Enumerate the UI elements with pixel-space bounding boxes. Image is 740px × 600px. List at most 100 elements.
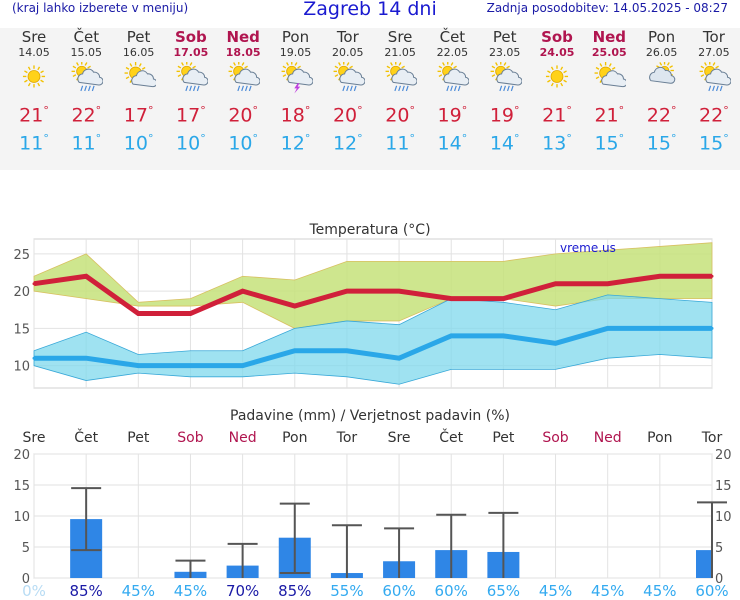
degree-sign: ° bbox=[409, 104, 415, 117]
y-tick-label: 25 bbox=[13, 248, 30, 263]
x-tick-label: Sre bbox=[23, 430, 46, 446]
y-tick-label-left: 15 bbox=[13, 479, 30, 494]
x-tick-label: Pet bbox=[492, 430, 515, 446]
x-tick-label: Tor bbox=[336, 430, 358, 446]
data-point bbox=[32, 282, 36, 286]
sun-cloud-icon bbox=[594, 62, 627, 88]
sun-icon bbox=[545, 65, 569, 88]
day-name: Čet bbox=[73, 28, 100, 46]
y-tick-label-left: 10 bbox=[13, 510, 30, 525]
y-tick-label-left: 20 bbox=[13, 448, 30, 463]
day-column: Pet 16.05 17° 10° bbox=[113, 28, 165, 154]
x-tick-label: Pon bbox=[647, 430, 672, 446]
day-date: 26.05 bbox=[645, 46, 678, 59]
degree-sign: ° bbox=[409, 132, 415, 145]
day-date: 27.05 bbox=[698, 46, 730, 59]
degree-sign: ° bbox=[670, 104, 677, 117]
min-temperature-value: 15 bbox=[699, 132, 724, 155]
min-temperature: 11° bbox=[60, 132, 112, 154]
min-temperature-value: 14 bbox=[437, 132, 462, 155]
thunderstorm-icon bbox=[281, 62, 313, 94]
rain-probability-label: 45% bbox=[591, 582, 624, 600]
max-temperature-value: 20 bbox=[332, 104, 358, 127]
day-column: Sre 14.05 21° 11° bbox=[8, 28, 60, 154]
day-name: Sre bbox=[21, 28, 47, 46]
data-point bbox=[241, 289, 245, 293]
sun-cloud-rain-icon bbox=[385, 62, 418, 92]
y-tick-label-right: 0 bbox=[715, 572, 723, 587]
min-temperature: 15° bbox=[583, 132, 635, 154]
page-header: (kraj lahko izberete v meniju) Zagreb 14… bbox=[0, 0, 740, 22]
day-name: Sob bbox=[174, 28, 207, 46]
y-tick-label: 20 bbox=[13, 285, 30, 300]
min-temperature-value: 13 bbox=[542, 132, 567, 155]
day-column: Pon 19.05 18° 12° bbox=[270, 28, 322, 154]
max-temperature-value: 22 bbox=[646, 104, 671, 127]
min-temperature: 12° bbox=[322, 132, 374, 154]
min-temperature-value: 10 bbox=[176, 132, 201, 155]
day-name: Sob bbox=[541, 28, 573, 46]
data-point bbox=[710, 274, 714, 278]
day-date: 14.05 bbox=[18, 46, 50, 59]
data-point bbox=[710, 326, 714, 330]
max-temperature: 20° bbox=[322, 104, 374, 128]
day-column: Ned 18.05 20° 10° bbox=[217, 28, 269, 154]
cloud-sun-icon bbox=[648, 62, 675, 84]
data-point bbox=[136, 364, 140, 368]
degree-sign: ° bbox=[43, 104, 49, 117]
min-temperature-value: 12 bbox=[332, 132, 358, 155]
max-temperature-value: 18 bbox=[280, 104, 305, 127]
rain-probability-label: 60% bbox=[695, 582, 728, 600]
day-date: 18.05 bbox=[225, 46, 261, 59]
min-temperature-value: 11 bbox=[385, 132, 410, 155]
data-point bbox=[501, 334, 505, 338]
sun-cloud-rain-icon bbox=[71, 62, 104, 92]
degree-sign: ° bbox=[304, 132, 311, 145]
max-temperature: 19° bbox=[479, 104, 531, 128]
degree-sign: ° bbox=[461, 104, 468, 117]
min-temperature: 11° bbox=[374, 132, 426, 154]
degree-sign: ° bbox=[723, 104, 729, 117]
data-point bbox=[188, 312, 192, 315]
min-temperature-value: 10 bbox=[228, 132, 253, 155]
x-tick-label: Ned bbox=[229, 430, 257, 446]
data-point bbox=[397, 356, 401, 360]
min-temperature: 10° bbox=[165, 132, 217, 154]
degree-sign: ° bbox=[95, 104, 102, 117]
data-point bbox=[32, 356, 36, 360]
day-column: Sob 24.05 21° 13° bbox=[531, 28, 583, 154]
data-point bbox=[606, 282, 610, 286]
y-tick-label-right: 10 bbox=[715, 510, 732, 525]
degree-sign: ° bbox=[304, 104, 311, 117]
rain-probability-label: 45% bbox=[643, 582, 676, 600]
max-temperature-value: 20 bbox=[228, 104, 253, 127]
min-temperature: 14° bbox=[479, 132, 531, 154]
data-point bbox=[449, 297, 453, 301]
min-temperature-value: 10 bbox=[123, 132, 148, 155]
max-temperature-value: 22 bbox=[699, 104, 724, 127]
rain-probability-label: 60% bbox=[435, 582, 468, 600]
data-point bbox=[241, 364, 245, 368]
x-tick-label: Čet bbox=[439, 428, 463, 446]
data-point bbox=[84, 274, 88, 278]
max-temperature: 21° bbox=[531, 104, 583, 128]
day-name: Čet bbox=[439, 28, 466, 46]
y-tick-label-left: 0 bbox=[22, 572, 30, 587]
x-tick-label: Čet bbox=[74, 428, 98, 446]
min-temperature-value: 11 bbox=[71, 132, 96, 155]
day-name: Pon bbox=[647, 28, 676, 46]
max-temperature: 22° bbox=[60, 104, 112, 128]
x-tick-label: Sob bbox=[542, 430, 568, 446]
day-name: Ned bbox=[592, 28, 627, 46]
last-updated: Zadnja posodobitev: 14.05.2025 - 08:27 bbox=[486, 1, 728, 15]
precipitation-chart: Padavine (mm) / Verjetnost padavin (%) Sr… bbox=[13, 408, 732, 600]
y-tick-label-left: 5 bbox=[22, 541, 30, 556]
data-point bbox=[136, 312, 140, 315]
degree-sign: ° bbox=[566, 104, 572, 117]
max-temperature: 22° bbox=[688, 104, 740, 128]
rain-probability-label: 65% bbox=[487, 582, 520, 600]
min-temperature-line bbox=[34, 325, 712, 369]
min-temperature: 15° bbox=[688, 132, 740, 154]
location-hint[interactable]: (kraj lahko izberete v meniju) bbox=[12, 1, 189, 15]
daily-forecast-strip: Sre 14.05 21° 11° Čet 15.05 22° 11° Pet 16.05 17° 1… bbox=[0, 28, 740, 170]
